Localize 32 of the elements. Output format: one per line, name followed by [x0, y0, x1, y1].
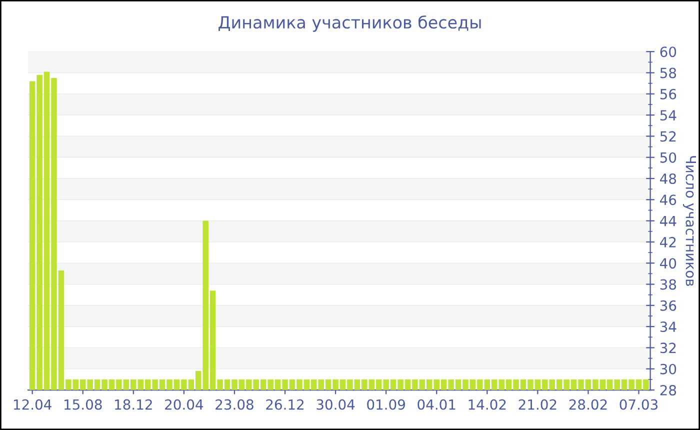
y-tick-label: 58 [660, 68, 676, 78]
x-tick-label: 01.09 [367, 399, 405, 410]
y-tick-label: 48 [660, 173, 676, 184]
y-tick-label: 32 [660, 342, 676, 354]
y-tick-label: 40 [660, 258, 676, 269]
y-tick-label: 42 [660, 236, 676, 248]
x-tick-label: 21.02 [518, 399, 556, 410]
chart-title: Динамика участников беседы [218, 15, 481, 32]
x-tick-label: 23.08 [216, 399, 254, 410]
x-tick-label: 07.03 [620, 399, 658, 410]
y-tick-label: 50 [660, 152, 676, 163]
x-tick-label: 18.12 [115, 399, 152, 410]
x-tick-label: 15.08 [64, 399, 102, 410]
y-tick-label: 30 [660, 364, 676, 374]
x-tick-label: 14.02 [468, 399, 506, 410]
y-tick-label: 54 [660, 110, 676, 121]
y-axis-title: Число участников [683, 156, 696, 286]
y-tick-label: 38 [660, 279, 676, 290]
y-tick-label: 60 [660, 46, 676, 58]
y-tick-label: 34 [660, 322, 676, 332]
y-tick-label: 56 [660, 88, 676, 100]
y-tick-label: 28 [660, 384, 676, 396]
x-tick-label: 04.01 [418, 399, 456, 410]
y-tick-label: 36 [660, 300, 676, 311]
x-tick-label: 26.12 [266, 399, 304, 410]
x-tick-label: 12.04 [14, 399, 52, 410]
y-tick-label: 52 [660, 131, 676, 142]
x-tick-label: 30.04 [316, 399, 355, 410]
y-tick-label: 44 [660, 216, 676, 226]
x-tick-label: 20.04 [165, 399, 204, 410]
y-tick-label: 46 [660, 194, 676, 206]
x-tick-label: 28.02 [569, 399, 607, 410]
